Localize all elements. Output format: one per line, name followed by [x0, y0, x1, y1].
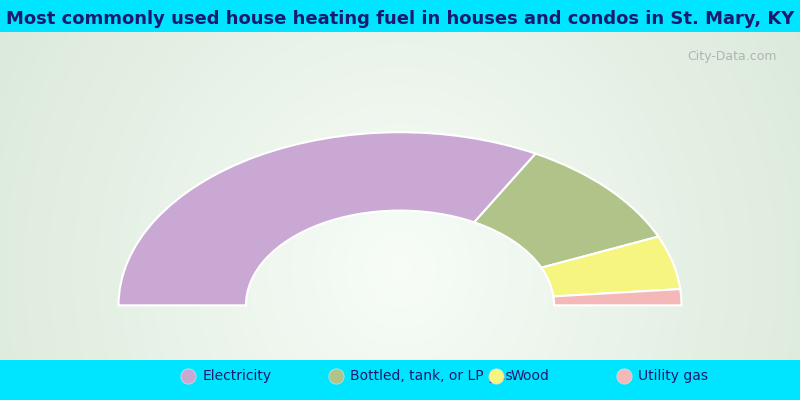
Text: Utility gas: Utility gas [638, 369, 709, 383]
Text: Most commonly used house heating fuel in houses and condos in St. Mary, KY: Most commonly used house heating fuel in… [6, 10, 794, 28]
Wedge shape [554, 289, 682, 305]
Wedge shape [118, 132, 536, 305]
Text: City-Data.com: City-Data.com [687, 50, 777, 63]
Text: Electricity: Electricity [202, 369, 271, 383]
Wedge shape [474, 154, 658, 268]
Text: Bottled, tank, or LP gas: Bottled, tank, or LP gas [350, 369, 513, 383]
Text: Wood: Wood [510, 369, 550, 383]
Wedge shape [542, 236, 680, 296]
